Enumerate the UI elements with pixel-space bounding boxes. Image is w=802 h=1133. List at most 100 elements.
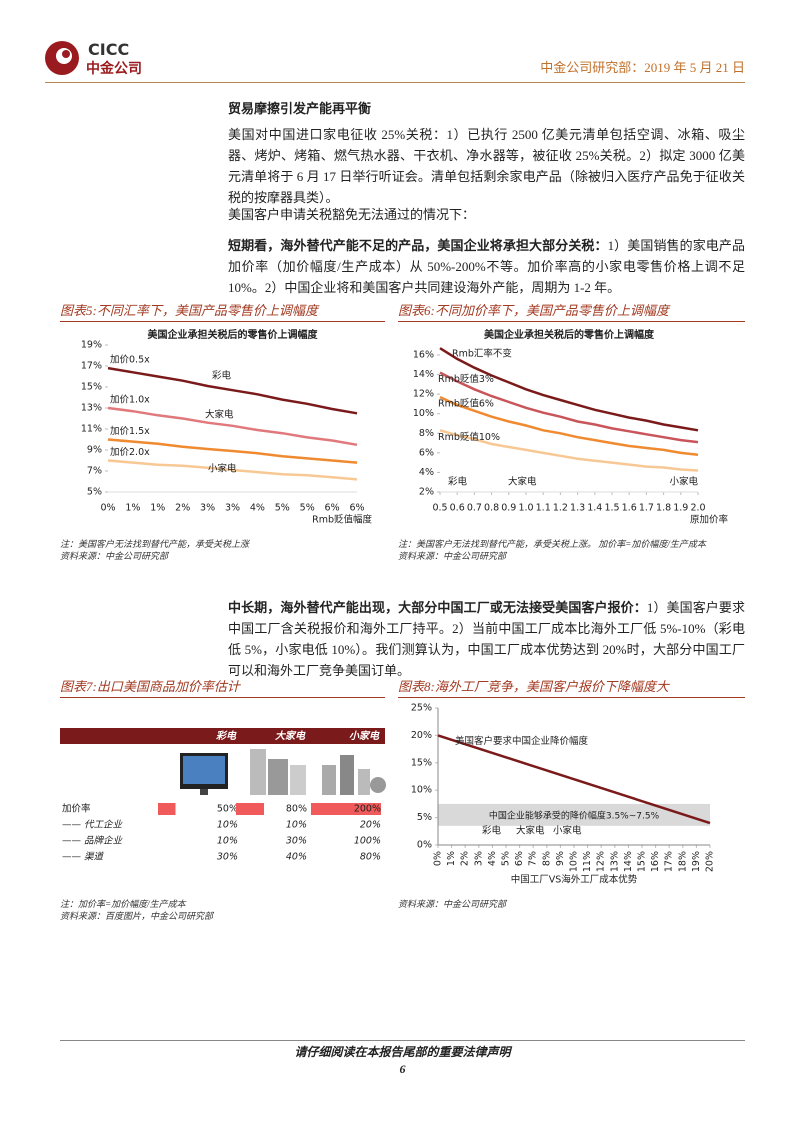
row-label: —— 渠道 — [62, 851, 105, 863]
row-label: —— 品牌企业 — [62, 835, 124, 847]
x-tick-label: 1% — [150, 503, 165, 514]
annotation: 小家电 — [208, 463, 237, 475]
note: 资料来源：中金公司研究部 — [398, 551, 507, 561]
y-tick-label: 11% — [81, 424, 102, 435]
series-label: 加价1.0x — [110, 395, 150, 406]
annotation: 彩电 — [482, 825, 502, 837]
paragraph: 中长期，海外替代产能出现，大部分中国工厂或无法接受美国客户报价：1）美国客户要求… — [228, 597, 745, 681]
y-tick-label: 16% — [413, 350, 434, 361]
series-line — [439, 395, 699, 457]
x-tick-label: 3% — [225, 503, 240, 514]
series-label: 美国客户要求中国企业降价幅度 — [455, 735, 589, 747]
paragraph-text: 1）美国销售的家电产品加价率（加价幅度/生产成本）从 50%-200%不等。加价… — [228, 238, 745, 295]
header-rule — [45, 82, 745, 83]
note: 注：美国客户无法找到替代产能，承受关税上涨 — [60, 539, 250, 549]
series-line — [107, 406, 358, 447]
x-tick-label: 2.0 — [690, 503, 705, 514]
markup-bar — [158, 803, 176, 815]
y-tick-label: 12% — [413, 389, 434, 400]
cell: 50% — [217, 804, 238, 815]
x-tick-label: 1.1 — [536, 503, 551, 514]
x-tick-label: 1% — [446, 851, 457, 866]
y-tick-label: 15% — [81, 382, 102, 393]
x-tick-label: 20% — [705, 851, 716, 872]
cell: 40% — [286, 852, 307, 863]
y-tick-label: 14% — [413, 369, 434, 380]
y-tick-label: 7% — [87, 466, 102, 477]
cell: 10% — [217, 836, 238, 847]
product-images — [180, 749, 386, 795]
figure-notes: 注：美国客户无法找到替代产能，承受关税上涨 资料来源：中金公司研究部 — [60, 538, 385, 562]
series-label: Rmb贬值10% — [438, 431, 500, 443]
y-tick-label: 10% — [411, 785, 432, 796]
x-tick-label: 4% — [250, 503, 265, 514]
y-tick-label: 10% — [413, 408, 434, 419]
paragraph-text: 1）美国客户要求中国工厂含关税报价和海外工厂持平。2）当前中国工厂成本比海外工厂… — [228, 600, 745, 678]
paragraph-lead: 中长期，海外替代产能出现，大部分中国工厂或无法接受美国客户报价： — [228, 600, 647, 615]
annotation: 大家电 — [508, 476, 537, 488]
x-tick-label: 13% — [609, 851, 620, 872]
column-header: 大家电 — [275, 730, 306, 742]
y-tick-label: 8% — [419, 428, 434, 439]
x-tick-label: 3% — [200, 503, 215, 514]
y-tick-label: 5% — [417, 812, 432, 823]
cell: 10% — [286, 820, 307, 831]
band — [438, 803, 710, 826]
y-tick-label: 6% — [419, 447, 434, 458]
series-label: Rmb贬值6% — [438, 398, 494, 410]
cell: 80% — [360, 852, 381, 863]
markup-bar — [311, 803, 381, 815]
paragraph-text: 美国对中国进口家电征收 25%关税：1）已执行 2500 亿美元清单包括空调、冰… — [228, 127, 745, 205]
paragraph: 美国客户申请关税豁免无法通过的情况下： — [228, 204, 745, 225]
x-tick-label: 6% — [514, 851, 525, 866]
x-tick-label: 6% — [325, 503, 340, 514]
x-tick-label: 4% — [487, 851, 498, 866]
y-tick-label: 4% — [419, 467, 434, 478]
cell: 30% — [286, 836, 307, 847]
x-tick-label: 1.5 — [604, 503, 619, 514]
x-tick-label: 12% — [596, 851, 607, 872]
x-tick-label: 15% — [637, 851, 648, 872]
y-tick-label: 17% — [81, 361, 102, 372]
y-tick-label: 13% — [81, 403, 102, 414]
chart-title: 美国企业承担关税后的零售价上调幅度 — [484, 328, 655, 341]
x-tick-label: 0.8 — [484, 503, 499, 514]
y-tick-label: 9% — [87, 445, 102, 456]
page-number: 6 — [399, 1062, 406, 1076]
figure-notes: 资料来源：中金公司研究部 — [398, 898, 728, 910]
figure-title: 图表6:不同加价率下，美国产品零售价上调幅度 — [398, 300, 745, 322]
x-tick-label: 1.9 — [673, 503, 688, 514]
x-tick-label: 0% — [433, 851, 444, 866]
x-tick-label: 14% — [623, 851, 634, 872]
x-tick-label: 6% — [349, 503, 364, 514]
series-label: 加价0.5x — [110, 355, 150, 366]
paragraph: 短期看，海外替代产能不足的产品，美国企业将承担大部分关税：1）美国销售的家电产品… — [228, 235, 745, 298]
cell: 80% — [286, 804, 307, 815]
x-tick-label: 1.4 — [587, 503, 602, 514]
figure-notes: 注：加价率=加价幅度/生产成本 资料来源：百度图片，中金公司研究部 — [60, 898, 385, 922]
footer-disclaimer: 请仔细阅读在本报告尾部的重要法律声明 — [294, 1045, 511, 1059]
x-tick-label: 18% — [677, 851, 688, 872]
x-tick-label: 11% — [582, 851, 593, 872]
table-header-bar — [60, 728, 385, 744]
y-tick-label: 20% — [411, 730, 432, 741]
note: 资料来源：中金公司研究部 — [398, 899, 507, 909]
series-line — [107, 366, 358, 415]
series-line — [439, 429, 699, 472]
chart-title: 美国企业承担关税后的零售价上调幅度 — [148, 328, 319, 341]
annotation: 彩电 — [212, 370, 232, 382]
x-tick-label: 5% — [300, 503, 315, 514]
x-tick-label: 5% — [501, 851, 512, 866]
series-label: Rmb汇率不变 — [452, 348, 512, 360]
y-tick-label: 0% — [417, 840, 432, 851]
logo-en: CICC — [88, 40, 130, 59]
markup-bar — [236, 803, 264, 815]
section-title: 贸易摩擦引发产能再平衡 — [228, 101, 372, 116]
series-line — [107, 459, 358, 481]
annotation: 彩电 — [448, 476, 468, 488]
row-label: 加价率 — [62, 803, 91, 815]
x-tick-label: 9% — [555, 851, 566, 866]
x-tick-label: 0.5 — [432, 503, 447, 514]
x-tick-label: 8% — [541, 851, 552, 866]
